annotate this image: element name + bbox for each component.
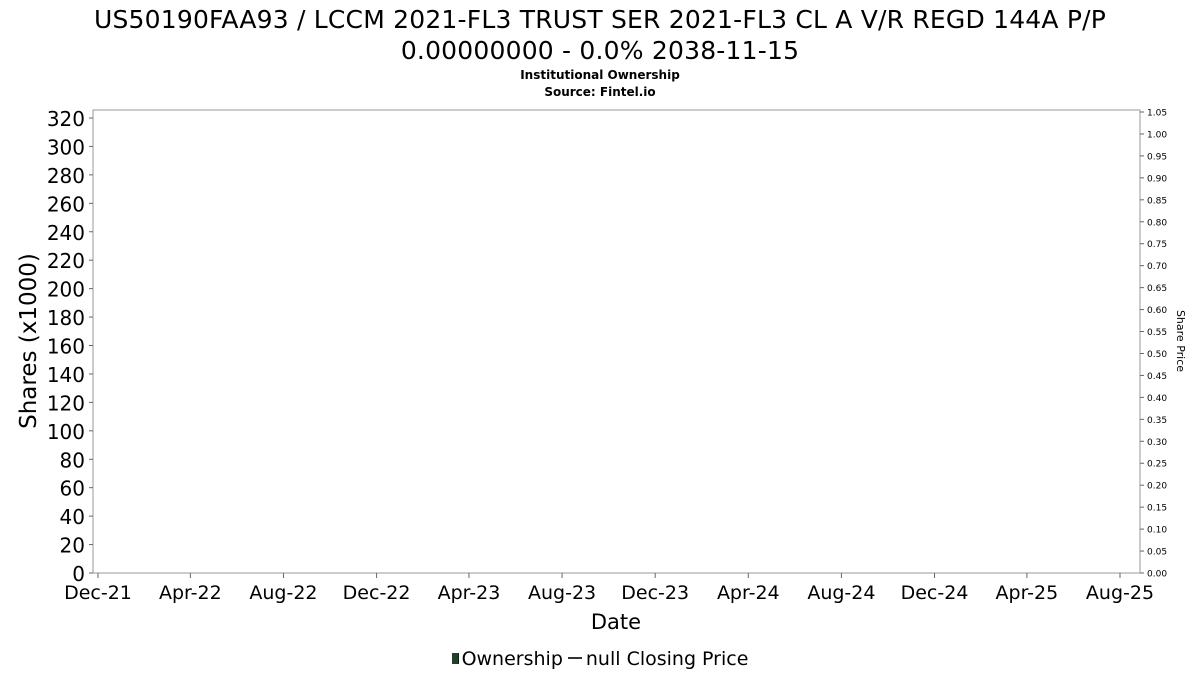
y2-axis-label: Share Price (1174, 310, 1187, 372)
x-tick-label: Aug-25 (1086, 582, 1154, 604)
y2-tick-label: 0.65 (1147, 284, 1167, 294)
x-tick-label: Apr-22 (159, 582, 222, 604)
y-tick-label: 40 (60, 505, 85, 529)
x-tick-label: Dec-22 (343, 582, 411, 604)
y2-tick-label: 0.90 (1147, 174, 1167, 184)
y-tick-label: 100 (47, 420, 85, 444)
y2-tick-label: 0.60 (1147, 306, 1167, 316)
y2-tick-label: 0.00 (1147, 570, 1167, 580)
y2-tick-label: 0.80 (1147, 218, 1167, 228)
y-tick-label: 320 (47, 107, 85, 131)
chart-title-line1: US50190FAA93 / LCCM 2021-FL3 TRUST SER 2… (93, 5, 1107, 34)
y-tick-label: 160 (47, 335, 85, 359)
ownership-legend-label: Ownership (461, 648, 563, 670)
y2-tick-label: 1.00 (1147, 130, 1167, 140)
y-tick-label: 240 (47, 221, 85, 245)
x-tick-label: Dec-24 (901, 582, 969, 604)
y-axis-label: Shares (x1000) (16, 253, 42, 429)
x-tick-label: Aug-23 (528, 582, 596, 604)
y2-tick-label: 0.50 (1147, 350, 1167, 360)
x-tick-label: Apr-24 (717, 582, 780, 604)
y2-tick-label: 0.70 (1147, 262, 1167, 272)
y2-tick-label: 0.85 (1147, 196, 1167, 206)
y-tick-label: 260 (47, 192, 85, 216)
chart-title-line2: 0.00000000 - 0.0% 2038-11-15 (400, 36, 800, 65)
y2-tick-label: 0.15 (1147, 504, 1167, 514)
x-tick-label: Apr-25 (996, 582, 1059, 604)
y-tick-label: 180 (47, 306, 85, 330)
chart-legend: Ownership null Closing Price (0, 647, 1200, 671)
axes (92, 109, 1141, 574)
ownership-legend-swatch (451, 653, 459, 664)
y2-tick-label: 0.10 (1147, 526, 1167, 536)
x-tick-label: Aug-22 (249, 582, 317, 604)
y2-tick-label: 0.55 (1147, 328, 1167, 338)
y-tick-label: 220 (47, 249, 85, 273)
x-tick-label: Apr-23 (438, 582, 501, 604)
x-axis-ticks: Dec-21 Apr-22 Aug-22 Dec-22 Apr-23 Aug-23 Dec-… (64, 573, 1154, 604)
price-legend-label: null Closing Price (585, 648, 749, 670)
y-tick-label: 140 (47, 363, 85, 387)
y2-tick-label: 0.75 (1147, 240, 1167, 250)
y-tick-label: 280 (47, 164, 85, 188)
y2-tick-label: 0.45 (1147, 372, 1167, 382)
x-tick-label: Dec-21 (64, 582, 132, 604)
y-tick-label: 300 (47, 135, 85, 159)
y-tick-label: 120 (47, 391, 85, 415)
y-tick-label: 200 (47, 278, 85, 302)
chart-subtitle: Institutional Ownership (520, 68, 680, 82)
y2-tick-label: 1.05 (1147, 109, 1167, 119)
price-legend-swatch (567, 657, 582, 659)
y2-tick-label: 0.30 (1147, 438, 1167, 448)
y2-tick-label: 0.35 (1147, 416, 1167, 426)
y2-tick-label: 0.25 (1147, 460, 1167, 470)
y-tick-label: 20 (60, 534, 85, 558)
left-axis-ticks: 0 20 40 60 80 100 120 140 160 180 200 220 240 260 280 3… (47, 107, 93, 586)
x-tick-label: Dec-23 (621, 582, 689, 604)
right-axis-ticks: 0.00 0.05 0.10 0.15 0.20 0.25 0.30 0.35 0.40 0.45… (1140, 109, 1167, 580)
y2-tick-label: 0.20 (1147, 482, 1167, 492)
y-tick-label: 60 (60, 477, 85, 501)
y2-tick-label: 0.40 (1147, 394, 1167, 404)
y-tick-label: 0 (72, 562, 85, 586)
x-tick-label: Aug-24 (807, 582, 875, 604)
y2-tick-label: 0.95 (1147, 152, 1167, 162)
plot-frame (92, 109, 1141, 574)
x-axis-label: Date (591, 610, 641, 634)
y-tick-label: 80 (60, 448, 85, 472)
y2-tick-label: 0.05 (1147, 548, 1167, 558)
chart-source: Source: Fintel.io (544, 85, 656, 99)
